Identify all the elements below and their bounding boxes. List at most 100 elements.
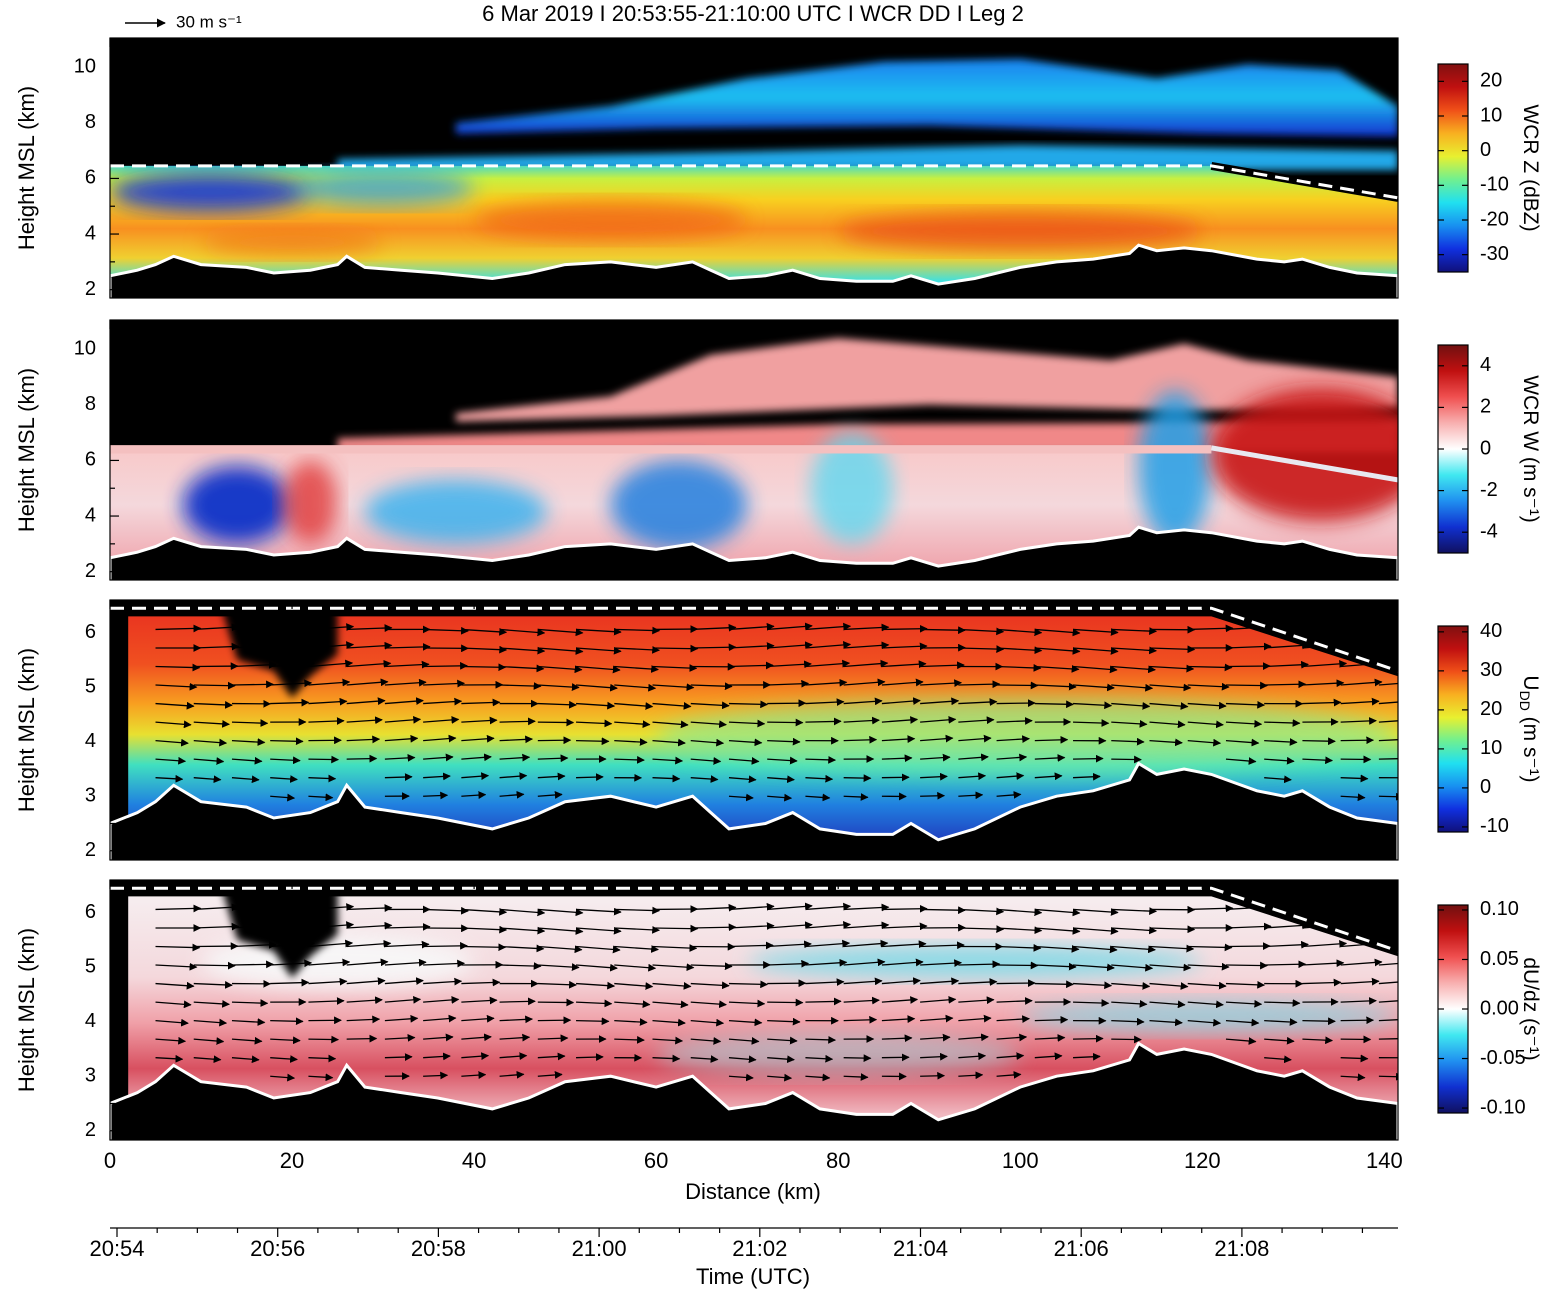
wind-vector (1111, 1017, 1145, 1026)
wind-vector (193, 980, 233, 989)
wind-vector (843, 659, 889, 668)
wind-vector (1111, 945, 1156, 954)
wind-vector (384, 940, 430, 949)
wind-vector (1302, 1036, 1334, 1045)
wind-vector (1149, 645, 1196, 654)
flight-level (110, 164, 1398, 200)
wind-vector (614, 755, 645, 764)
wind-vector (805, 774, 834, 783)
wind-vector (920, 679, 963, 688)
mid-cloud (337, 145, 1398, 171)
time-axis-label: Time (UTC) (696, 1264, 810, 1289)
echo-patch (610, 460, 748, 550)
wind-vector (270, 756, 301, 765)
time-tick-label: 20:56 (250, 1236, 305, 1261)
wind-vector (193, 642, 240, 651)
wind-vector (1149, 683, 1192, 692)
wind-vector (1340, 717, 1377, 725)
wind-vector (958, 907, 1005, 916)
wind-vector (614, 982, 654, 990)
wind-vector (1187, 1000, 1224, 1009)
wind-vector (537, 1034, 569, 1043)
wind-vector (728, 999, 766, 1008)
wind-vector (1225, 1037, 1257, 1045)
wind-vector (384, 643, 431, 651)
wind-vector (231, 1018, 266, 1026)
wind-vector (767, 622, 813, 631)
wind-vector (1340, 958, 1383, 967)
wind-vector (1034, 700, 1074, 709)
wind-vector (1264, 719, 1301, 727)
wind-vector (1187, 701, 1227, 710)
wind-vector (1034, 628, 1081, 637)
wind-vector (1340, 997, 1377, 1005)
y-tick-label: 8 (85, 111, 96, 133)
wind-vector (767, 959, 810, 968)
wind-vector (1111, 737, 1145, 746)
wind-vector (384, 660, 430, 669)
wind-vector (805, 939, 851, 948)
wind-vector (728, 661, 774, 670)
wind-vector (423, 1052, 451, 1061)
wind-vector (576, 1053, 604, 1061)
wind-vector (1378, 1038, 1398, 1040)
wind-vector (881, 958, 924, 967)
wind-vector (193, 961, 236, 970)
wind-vector (1073, 772, 1101, 781)
wind-vector (920, 715, 957, 724)
wind-vector (920, 626, 966, 635)
colorbar-label-unit: (m s⁻¹) (1519, 711, 1542, 783)
wind-vector (1187, 624, 1234, 633)
wind-vector (231, 641, 278, 650)
wind-vector (920, 959, 963, 968)
wind-vector (843, 939, 889, 948)
wind-vector (690, 903, 737, 912)
wind-vector (1111, 646, 1157, 655)
colorbar-tick-label: 0.10 (1480, 898, 1519, 920)
x-tick-label: 40 (462, 1148, 486, 1173)
wind-vector (652, 683, 695, 692)
wind-vector (155, 701, 195, 710)
wind-vector (423, 1014, 457, 1023)
colorbar-label: dU/dz (s⁻¹) (1519, 957, 1542, 1060)
time-tick-label: 21:02 (732, 1236, 787, 1261)
colorbar-label: WCR W (m s⁻¹) (1519, 375, 1542, 523)
wind-vector (652, 944, 698, 952)
wind-vector (270, 679, 313, 688)
wind-vector (1072, 963, 1115, 972)
wind-vector (958, 791, 984, 800)
wind-vector (270, 940, 315, 948)
wind-vector (690, 981, 730, 990)
wind-vector (576, 999, 613, 1008)
vector-key-label: 30 m s⁻¹ (176, 12, 242, 31)
wind-vector (193, 738, 228, 747)
wind-vector (881, 922, 928, 931)
colorbar-tick-label: 20 (1480, 70, 1502, 92)
wind-vector (270, 660, 315, 668)
wind-vector (728, 775, 757, 784)
wind-vector (1034, 754, 1066, 762)
wind-vector (881, 660, 927, 669)
y-tick-label: 4 (85, 504, 96, 526)
wind-vector (231, 775, 260, 784)
wind-vector (690, 1018, 725, 1027)
wind-vector (423, 753, 454, 762)
echo-patch (810, 432, 893, 544)
wind-vector (652, 924, 699, 933)
wind-vector (384, 678, 427, 687)
wind-vector (1264, 1018, 1298, 1026)
wind-vector (1264, 738, 1298, 746)
wind-vector (843, 623, 890, 632)
wind-vector (614, 926, 660, 934)
wind-vector (155, 962, 198, 971)
wind-vector (499, 926, 546, 935)
wind-vector (537, 1052, 566, 1061)
wind-vector (193, 719, 230, 728)
wind-vector (270, 959, 313, 968)
wind-vector (996, 1052, 1025, 1060)
wind-vector (155, 663, 201, 672)
wind-vector (1187, 1018, 1222, 1027)
wind-vector (384, 697, 424, 706)
wind-vector (728, 1018, 763, 1027)
echo-patch (1211, 388, 1398, 522)
